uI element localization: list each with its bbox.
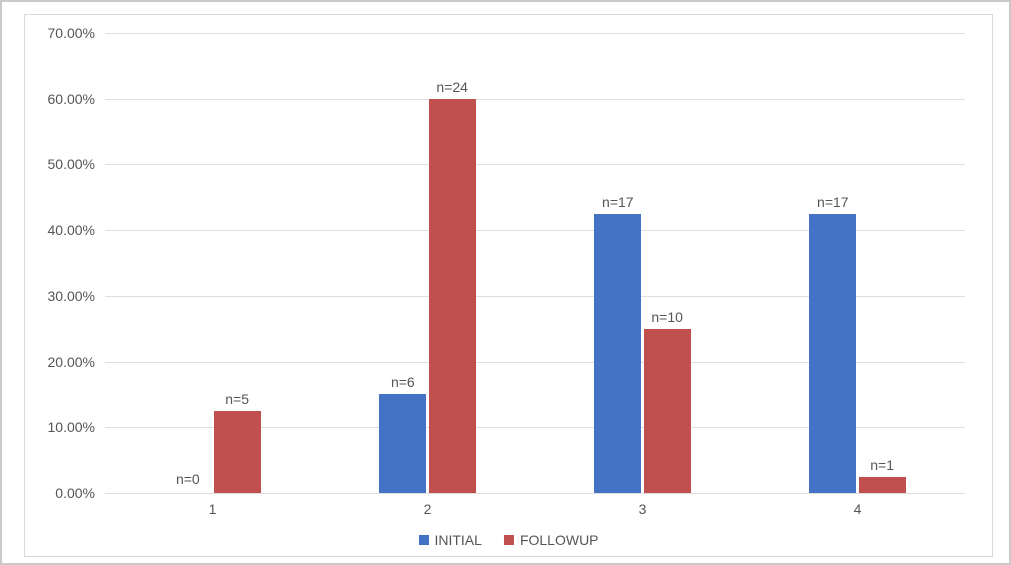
bar-label: n=17 [817,194,849,214]
x-tick-label: 3 [639,493,647,517]
bar-followup: n=5 [214,411,261,493]
x-tick-label: 2 [424,493,432,517]
bar-label: n=10 [651,309,683,329]
gridline [105,493,965,494]
x-tick-label: 4 [854,493,862,517]
y-tick-label: 30.00% [48,288,105,304]
plot-area: 0.00%10.00%20.00%30.00%40.00%50.00%60.00… [105,33,965,493]
y-tick-label: 20.00% [48,354,105,370]
legend-item-followup: FOLLOWUP [504,532,599,548]
bar-label: n=17 [602,194,634,214]
bar-label: n=24 [436,79,468,99]
legend-label: INITIAL [434,532,481,548]
bar-followup: n=24 [429,99,476,493]
y-tick-label: 10.00% [48,419,105,435]
y-tick-label: 40.00% [48,222,105,238]
outer-frame: 0.00% 10.00% 20.00% 30.00% 40.00% 50.00% 60.00… [0,0,1011,565]
bar-label: n=6 [391,374,415,394]
legend-swatch [504,535,514,545]
bar-initial: n=17 [594,214,641,493]
gridline [105,33,965,34]
y-tick-label: 70.00% [48,25,105,41]
legend-label: FOLLOWUP [520,532,599,548]
bar-initial: n=17 [809,214,856,493]
bar-label: n=1 [870,457,894,477]
y-tick-label: 50.00% [48,156,105,172]
gridline [105,164,965,165]
bar-initial: n=6 [379,394,426,493]
bar-followup: n=1 [859,477,906,493]
gridline [105,99,965,100]
y-tick-label: 60.00% [48,91,105,107]
y-tick-label: 0.00% [55,485,105,501]
x-tick-label: 1 [209,493,217,517]
legend: INITIAL FOLLOWUP [418,532,598,548]
bar-label: n=5 [225,391,249,411]
legend-swatch [418,535,428,545]
bar-followup: n=10 [644,329,691,493]
bar-label: n=0 [176,471,200,491]
chart-frame: 0.00% 10.00% 20.00% 30.00% 40.00% 50.00% 60.00… [24,14,993,557]
legend-item-initial: INITIAL [418,532,481,548]
